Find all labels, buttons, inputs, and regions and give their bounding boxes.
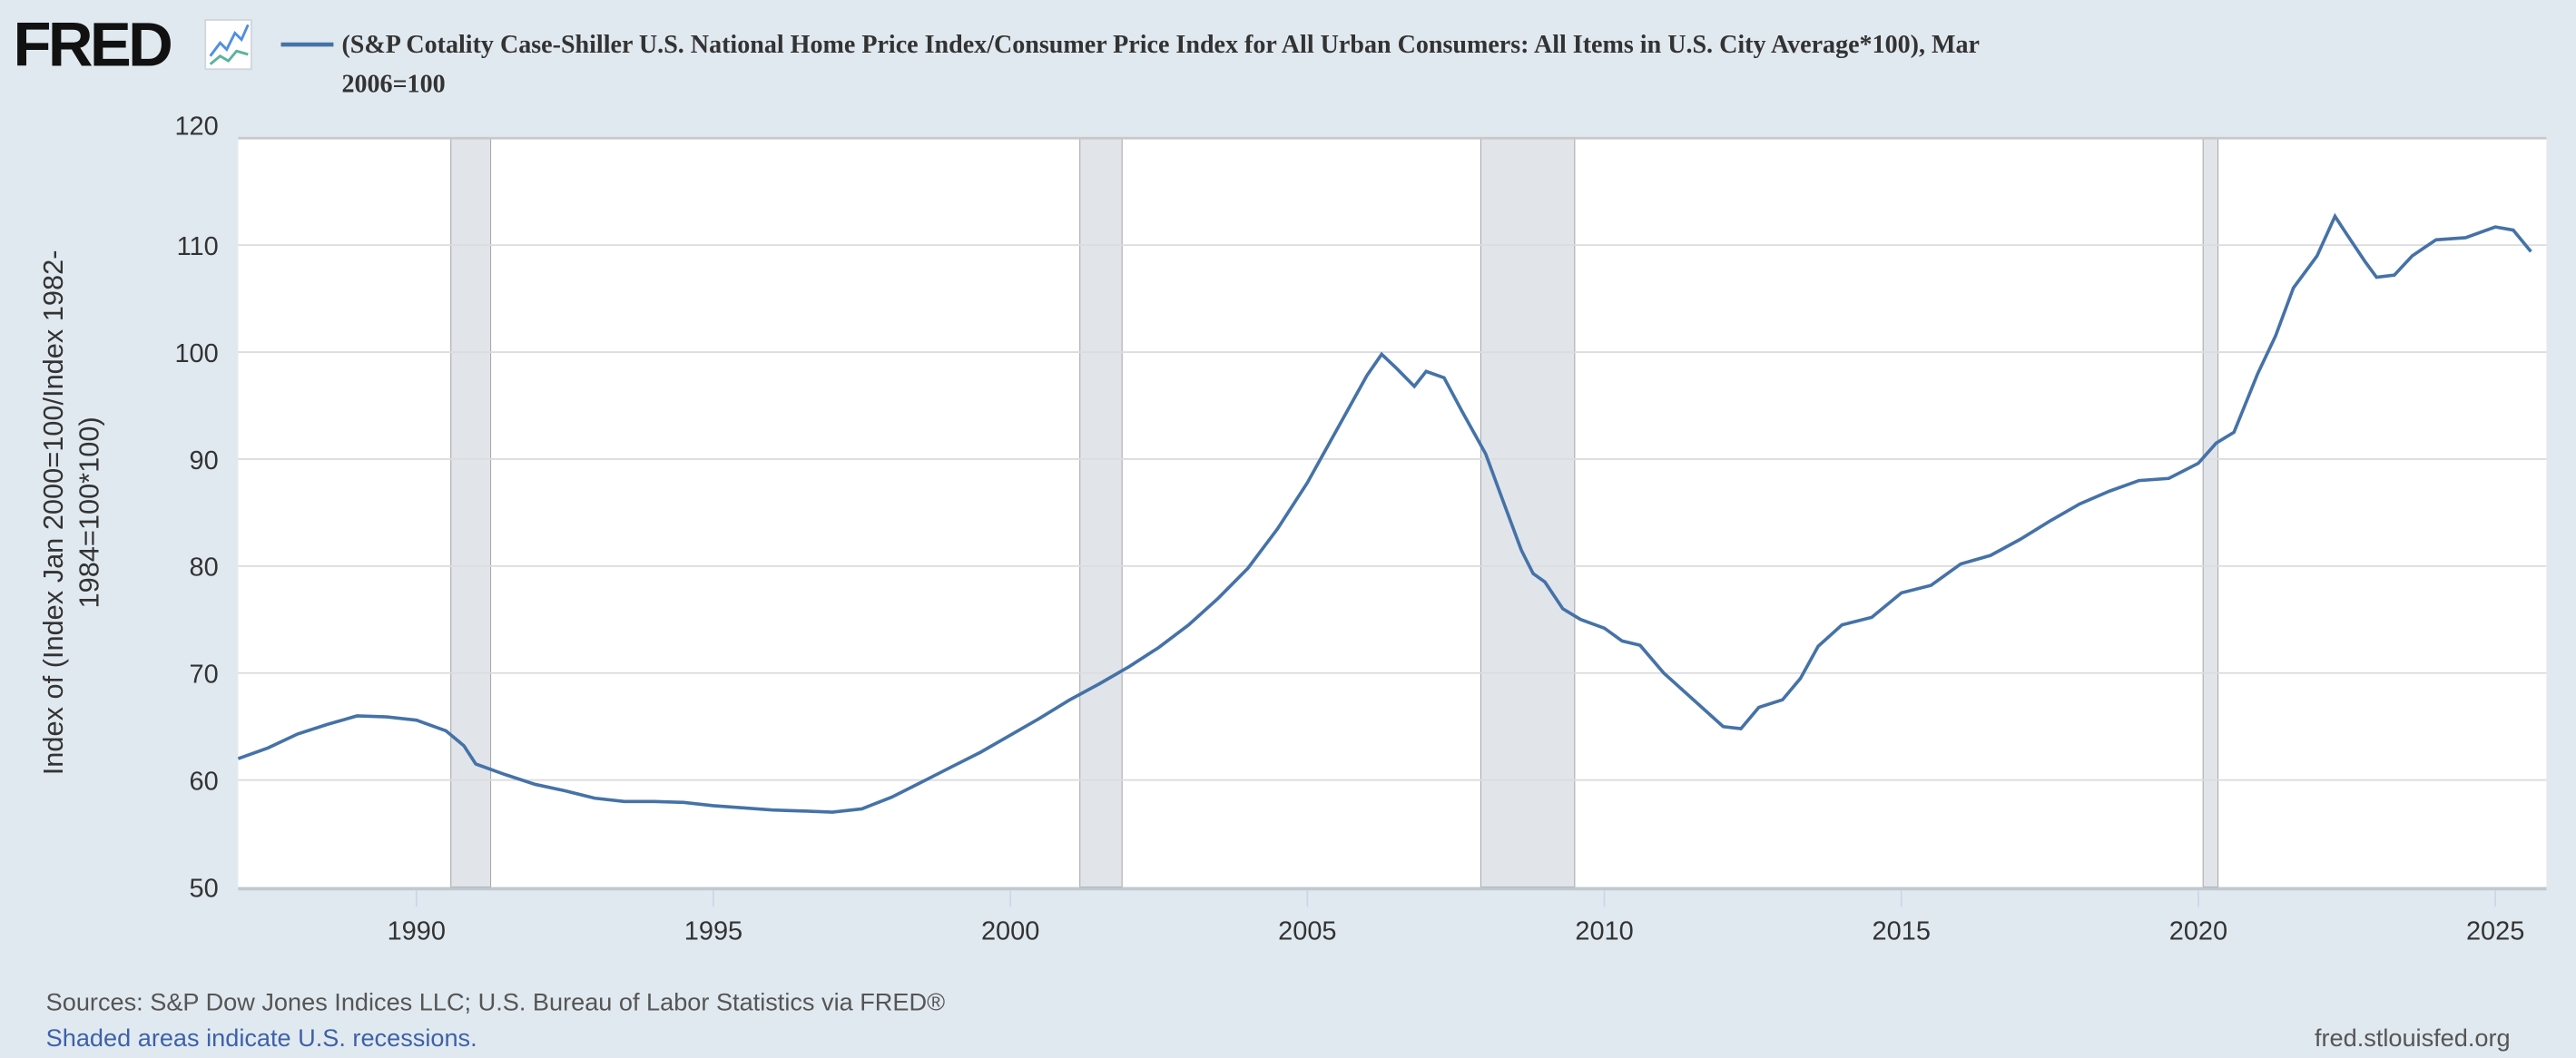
x-tick-label: 1995 [684,916,742,945]
y-tick-label: 80 [190,553,219,583]
y-tick-label: 120 [174,113,218,142]
chart-title-line1: (S&P Cotality Case-Shiller U.S. National… [341,31,1979,59]
chart-title-line2: 2006=100 [341,71,445,99]
recession-band [1480,137,1576,888]
chart-line-icon [204,19,252,71]
x-tick-label: 2000 [981,916,1039,945]
x-tick-label: 2005 [1278,916,1336,945]
x-tick-label: 2020 [2169,916,2227,945]
plot-area [238,138,2547,887]
recession-band [450,137,492,888]
series-line[interactable] [237,212,2532,814]
fred-site-link[interactable]: fred.stlouisfed.org [2315,1024,2511,1052]
x-tick-label: 2015 [1873,916,1931,945]
x-tick-label: 2010 [1575,916,1633,945]
y-tick-label: 70 [190,661,219,690]
y-tick-label: 60 [190,768,219,797]
x-tick-label: 2025 [2466,916,2524,945]
y-tick-label: 50 [190,874,219,903]
sources-text: Sources: S&P Dow Jones Indices LLC; U.S.… [46,987,945,1015]
y-tick-label: 110 [177,232,219,261]
fred-logo-text: FRED [13,10,171,80]
x-tick-label: 1990 [388,916,446,945]
y-axis-label-line2: 1984=100*100) [74,416,105,608]
recession-band [2202,137,2219,888]
y-tick-label: 100 [174,339,218,368]
fred-logo[interactable]: FRED [13,10,252,80]
recession-note-link[interactable]: Shaded areas indicate U.S. recessions. [46,1024,477,1052]
y-axis-label-line1: Index of (Index Jan 2000=100/Index 1982- [37,250,69,776]
y-tick-label: 90 [190,446,219,475]
y-axis-label: Index of (Index Jan 2000=100/Index 1982-… [37,250,105,776]
recession-band [1079,137,1123,888]
